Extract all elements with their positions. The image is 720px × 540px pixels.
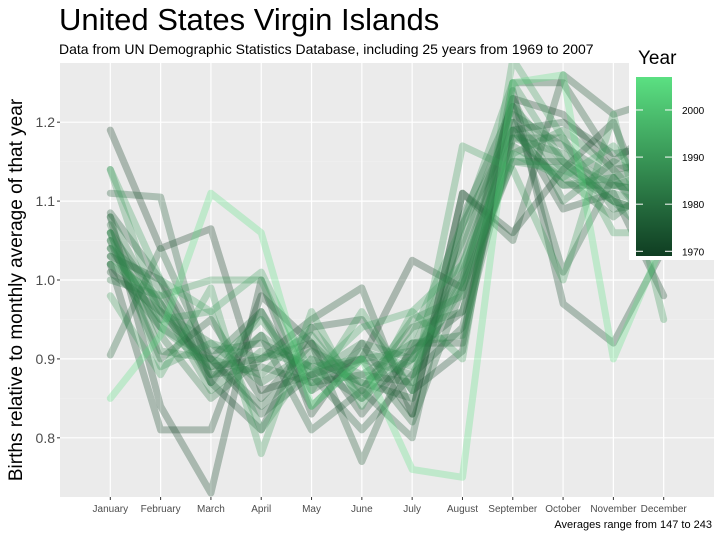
x-tick-label: June	[351, 504, 373, 515]
legend-tick-label: 1970	[682, 247, 705, 258]
legend: Year 1970 1980 1990 2000	[629, 42, 714, 260]
chart-caption: Averages range from 147 to 243	[554, 519, 712, 531]
x-tick-label: November	[590, 504, 637, 515]
x-tick-label: September	[488, 504, 538, 515]
x-tick-label: March	[197, 504, 225, 515]
x-tick-label: July	[403, 504, 421, 515]
y-tick-label: 1.0	[36, 272, 56, 288]
legend-ticks: 1970 1980 1990 2000	[636, 106, 705, 258]
x-tick-label: January	[93, 504, 129, 515]
series-line	[106, 102, 668, 442]
series-lines	[106, 63, 668, 497]
series-line	[106, 79, 668, 465]
legend-colorbar	[636, 77, 672, 256]
series-line	[106, 126, 668, 410]
y-tick-label: 0.8	[36, 430, 56, 446]
y-axis: 0.8 0.9 1.0 1.1 1.2	[36, 114, 60, 446]
x-tick-label: May	[302, 504, 321, 515]
chart-title: United States Virgin Islands	[59, 2, 440, 37]
series-line	[106, 79, 668, 402]
series-line	[106, 110, 668, 394]
legend-title: Year	[638, 48, 677, 69]
x-tick-label: October	[545, 504, 581, 515]
grid-lines	[60, 63, 714, 497]
series-line	[106, 118, 668, 434]
y-tick-label: 0.9	[36, 351, 56, 367]
series-line	[106, 118, 668, 379]
series-line	[106, 158, 668, 426]
y-tick-label: 1.2	[36, 114, 56, 130]
series-line	[106, 118, 668, 434]
series-line	[106, 95, 668, 394]
series-line	[106, 126, 668, 387]
x-axis: January February March April May June July Augu…	[93, 497, 688, 515]
x-tick-label: April	[251, 504, 271, 515]
series-line	[106, 134, 668, 402]
series-line	[106, 110, 668, 387]
legend-tick-label: 1980	[682, 200, 705, 211]
series-line	[106, 63, 668, 458]
legend-tick-label: 2000	[682, 106, 705, 117]
y-axis-title: Births relative to monthly average of th…	[6, 98, 27, 481]
x-tick-label: February	[141, 504, 181, 515]
chart-subtitle: Data from UN Demographic Statistics Data…	[59, 41, 594, 57]
series-line	[106, 158, 668, 434]
series-line	[106, 142, 668, 402]
y-tick-label: 1.1	[36, 193, 56, 209]
x-tick-label: August	[447, 504, 478, 515]
series-line	[106, 142, 668, 379]
series-line	[106, 71, 668, 418]
legend-tick-label: 1990	[682, 153, 705, 164]
series-line	[106, 95, 668, 410]
series-line	[106, 126, 668, 394]
series-line	[106, 118, 668, 497]
series-line	[106, 102, 668, 394]
series-line	[106, 87, 668, 434]
series-line	[106, 71, 668, 481]
series-line	[106, 134, 668, 387]
x-tick-label: December	[641, 504, 688, 515]
